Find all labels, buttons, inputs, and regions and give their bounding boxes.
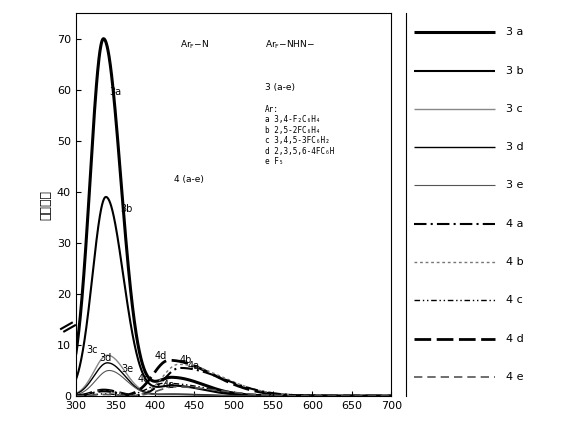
Text: 3 (a-e): 3 (a-e)	[265, 83, 295, 92]
Text: 3 c: 3 c	[506, 104, 523, 114]
Text: 3a: 3a	[109, 87, 121, 97]
Text: 4 e: 4 e	[506, 372, 523, 382]
Text: 4c: 4c	[137, 374, 149, 384]
Text: 4 d: 4 d	[506, 334, 523, 344]
Text: 4 c: 4 c	[506, 295, 523, 305]
Text: 4d: 4d	[155, 351, 167, 361]
Text: 4b: 4b	[180, 355, 192, 365]
Text: 3c: 3c	[86, 345, 98, 355]
Text: 4a: 4a	[188, 361, 200, 371]
Text: $\mathregular{Ar_F}$$-$NHN$-$: $\mathregular{Ar_F}$$-$NHN$-$	[265, 39, 315, 51]
Text: 3 e: 3 e	[506, 180, 523, 191]
Text: 3 b: 3 b	[506, 66, 523, 76]
Text: 4 a: 4 a	[506, 219, 523, 229]
Text: 3 d: 3 d	[506, 142, 523, 152]
Text: 3d: 3d	[99, 353, 112, 363]
Text: 3b: 3b	[120, 204, 133, 214]
Text: $\mathregular{Ar_F}$$-$N: $\mathregular{Ar_F}$$-$N	[180, 39, 209, 51]
Text: 4 b: 4 b	[506, 257, 523, 267]
Text: 3 a: 3 a	[506, 27, 523, 37]
Y-axis label: 荧光强度: 荧光强度	[40, 190, 53, 220]
Text: Ar:
a 3,4-F₂C₆H₄
b 2,5-2FC₆H₄
c 3,4,5-3FC₆H₂
d 2,3,5,6-4FC₆H
e F₅: Ar: a 3,4-F₂C₆H₄ b 2,5-2FC₆H₄ c 3,4,5-3F…	[265, 105, 335, 166]
Text: 4e: 4e	[162, 380, 175, 390]
Text: 4 (a-e): 4 (a-e)	[173, 175, 204, 183]
Text: 3e: 3e	[121, 363, 134, 374]
